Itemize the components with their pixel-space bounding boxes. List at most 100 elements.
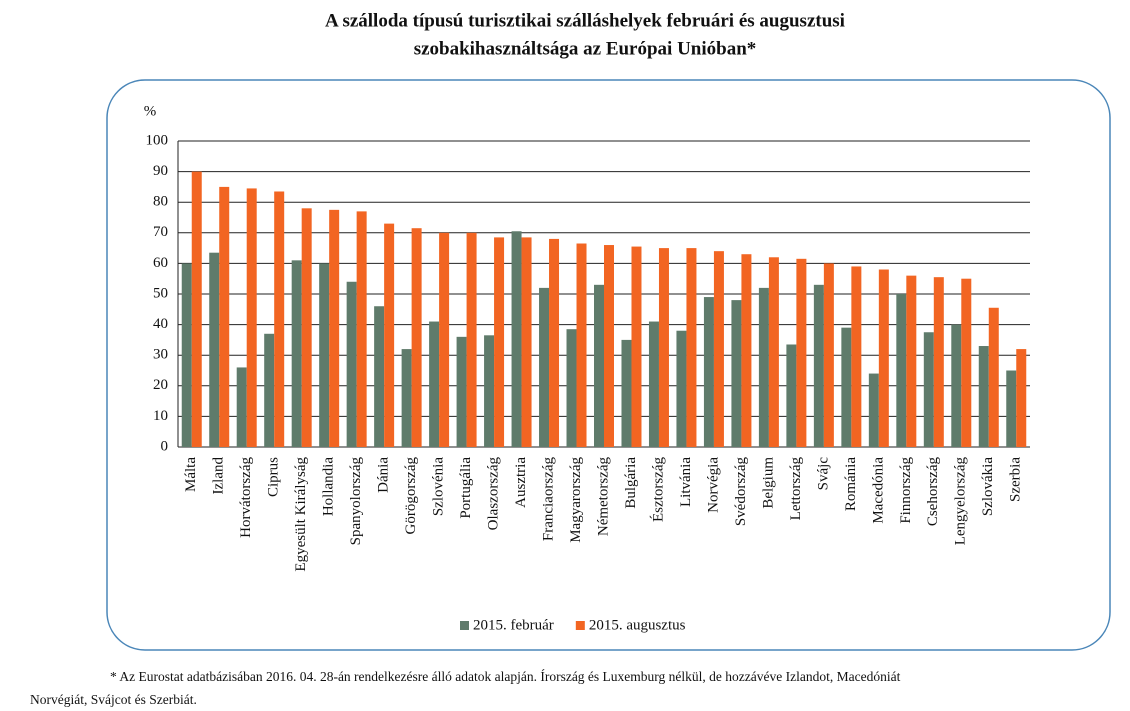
x-tick-label: Szlovákia	[980, 457, 996, 516]
bar	[731, 300, 742, 447]
bar	[576, 243, 587, 447]
bar	[951, 324, 962, 447]
bar	[933, 277, 944, 447]
y-tick-label: 30	[153, 347, 168, 363]
x-tick-label: Olaszország	[486, 457, 502, 531]
x-tick-label: Magyarország	[568, 457, 584, 543]
y-tick-label: 70	[153, 224, 168, 240]
bar	[758, 287, 769, 447]
bar	[988, 307, 999, 447]
bar	[401, 349, 412, 447]
bar	[484, 335, 495, 447]
bar	[923, 332, 934, 447]
bar	[439, 232, 450, 447]
chart-title: szobakihasználtsága az Európai Unióban*	[414, 38, 757, 59]
x-tick-label: Lengyelország	[953, 457, 969, 546]
bar	[703, 297, 714, 447]
x-tick-label: Spanyolország	[348, 457, 364, 546]
bar	[264, 333, 275, 447]
x-tick-label: Izland	[211, 457, 227, 495]
bar	[319, 263, 330, 447]
bar	[868, 373, 879, 447]
y-tick-label: 20	[153, 377, 168, 393]
x-tick-label: Románia	[843, 457, 859, 511]
bar	[768, 257, 779, 447]
bar	[823, 263, 834, 447]
bar	[191, 171, 202, 447]
y-tick-label: 60	[153, 255, 168, 271]
x-tick-label: Belgium	[760, 457, 776, 509]
bar	[494, 237, 505, 447]
bar	[621, 339, 632, 447]
x-tick-label: Hollandia	[321, 457, 337, 516]
bar	[219, 186, 230, 447]
x-tick-label: Észtország	[649, 457, 666, 522]
x-tick-label: Ausztria	[513, 457, 529, 508]
bar	[429, 321, 440, 447]
y-tick-label: 10	[153, 408, 168, 424]
x-tick-label: Litvánia	[678, 457, 694, 507]
chart-title: A szálloda típusú turisztikai szálláshel…	[325, 10, 845, 31]
y-tick-label: 80	[153, 194, 168, 210]
bar	[511, 231, 522, 447]
bar	[374, 306, 385, 447]
bar	[961, 278, 972, 447]
legend-label: 2015. augusztus	[589, 617, 686, 633]
bar	[549, 238, 560, 447]
y-tick-label: 100	[146, 132, 169, 148]
bar	[686, 248, 697, 447]
x-tick-label: Svédország	[733, 457, 749, 527]
bar	[713, 251, 724, 447]
x-tick-label: Egyesült Királyság	[293, 457, 309, 572]
bar	[411, 228, 422, 447]
x-tick-label: Csehország	[925, 457, 941, 527]
bar	[209, 252, 220, 447]
bar	[786, 344, 797, 447]
x-tick-label: Macedónia	[870, 457, 886, 524]
bar	[566, 329, 577, 447]
bar	[851, 266, 862, 447]
bar	[329, 209, 340, 447]
legend-swatch	[460, 621, 469, 630]
x-tick-label: Finnország	[898, 457, 914, 524]
bar	[741, 254, 752, 447]
bar	[466, 232, 477, 447]
bar	[978, 346, 989, 447]
bar	[274, 191, 285, 447]
bar	[384, 223, 395, 447]
bar	[796, 258, 807, 447]
bar	[1006, 370, 1017, 447]
bar	[813, 284, 824, 447]
bar	[594, 284, 604, 447]
y-tick-label: 90	[153, 163, 168, 179]
bar	[604, 245, 614, 447]
x-tick-label: Bulgária	[623, 457, 639, 509]
footnote: Norvégiát, Svájcot és Szerbiát.	[30, 692, 197, 707]
bar	[1016, 349, 1027, 447]
y-tick-label: 40	[153, 316, 168, 332]
chart-frame	[106, 79, 1111, 651]
x-tick-label: Görögország	[403, 457, 419, 535]
x-tick-label: Horvátország	[238, 457, 254, 538]
y-axis-label: %	[144, 103, 157, 119]
bar	[291, 260, 302, 447]
x-tick-label: Németország	[595, 457, 611, 537]
bar	[658, 248, 669, 447]
bar	[906, 275, 917, 447]
footnote: * Az Eurostat adatbázisában 2016. 04. 28…	[110, 669, 901, 684]
x-tick-label: Ciprus	[266, 457, 282, 497]
bar	[236, 367, 247, 447]
bar	[631, 246, 642, 447]
bar	[456, 336, 467, 447]
bar	[301, 208, 312, 447]
y-tick-label: 0	[161, 438, 169, 454]
bar	[676, 330, 687, 447]
bar	[896, 294, 907, 447]
legend-label: 2015. február	[473, 617, 554, 633]
bar	[346, 281, 357, 447]
legend-swatch	[575, 621, 585, 630]
x-tick-label: Dánia	[376, 457, 392, 493]
bar	[356, 211, 367, 447]
